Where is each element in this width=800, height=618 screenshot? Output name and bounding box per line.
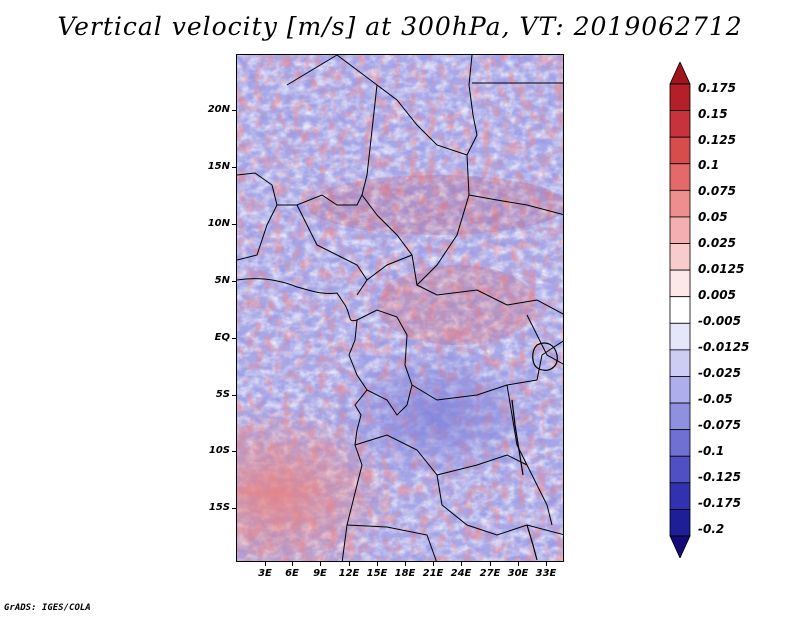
colorbar-segment <box>669 243 691 271</box>
lat-tick <box>232 224 236 225</box>
lon-label-33e: 33E <box>535 568 557 579</box>
lat-label-5n: 5N <box>214 275 230 286</box>
lon-tick <box>349 562 350 566</box>
colorbar-label: 0.1 <box>698 158 720 172</box>
colorbar-segment <box>669 189 691 218</box>
lat-label-5s: 5S <box>215 389 230 400</box>
lon-tick <box>546 562 547 566</box>
lon-tick <box>265 562 266 566</box>
colorbar-label: -0.005 <box>698 314 741 328</box>
colorbar-segment <box>669 509 691 537</box>
lat-label-10s: 10S <box>208 445 230 456</box>
colorbar-segment <box>669 136 691 165</box>
lon-label-12e: 12E <box>338 568 360 579</box>
lat-tick <box>232 508 236 509</box>
colorbar-segment <box>669 402 691 431</box>
lon-label-24e: 24E <box>450 568 472 579</box>
colorbar-label: -0.175 <box>698 496 741 510</box>
colorbar-label: 0.15 <box>698 107 728 121</box>
colorbar-segment <box>669 163 691 191</box>
colorbar-label: -0.025 <box>698 366 741 380</box>
lat-tick <box>232 451 236 452</box>
lat-label-15s: 15S <box>208 502 230 513</box>
lon-label-9e: 9E <box>313 568 327 579</box>
lon-tick <box>377 562 378 566</box>
lat-tick <box>232 110 236 111</box>
plot-title: Vertical velocity [m/s] at 300hPa, VT: 2… <box>57 12 743 41</box>
lat-tick <box>232 338 236 339</box>
lat-tick <box>232 395 236 396</box>
lon-tick <box>461 562 462 566</box>
lon-tick <box>518 562 519 566</box>
colorbar-label: 0.05 <box>698 210 728 224</box>
colorbar-label: -0.1 <box>698 444 725 458</box>
lon-tick <box>320 562 321 566</box>
colorbar-label: -0.2 <box>698 522 725 536</box>
colorbar-segment <box>669 376 691 404</box>
lat-label-20n: 20N <box>207 104 230 115</box>
colorbar-label: -0.125 <box>698 470 741 484</box>
colorbar-segment <box>669 429 691 457</box>
lon-label-6e: 6E <box>285 568 299 579</box>
lon-label-15e: 15E <box>366 568 388 579</box>
colorbar-label: 0.025 <box>698 236 736 250</box>
vertical-velocity-field <box>237 55 563 561</box>
lon-tick <box>490 562 491 566</box>
lat-label-eq: EQ <box>214 332 230 343</box>
grads-credit: GrADS: IGES/COLA <box>4 603 91 613</box>
lat-label-10n: 10N <box>207 218 230 229</box>
colorbar-segment <box>669 83 691 111</box>
lon-label-21e: 21E <box>422 568 444 579</box>
lat-tick <box>232 167 236 168</box>
colorbar-label: -0.05 <box>698 392 733 406</box>
colorbar-segment <box>669 296 691 324</box>
lon-tick <box>292 562 293 566</box>
lon-label-27e: 27E <box>479 568 501 579</box>
colorbar-label: 0.0125 <box>698 262 745 276</box>
lon-label-18e: 18E <box>394 568 416 579</box>
colorbar-label: 0.005 <box>698 288 736 302</box>
lat-label-15n: 15N <box>207 161 230 172</box>
colorbar-segment <box>669 216 691 244</box>
colorbar-segment <box>669 62 691 85</box>
lon-tick <box>405 562 406 566</box>
colorbar-segment <box>669 349 691 377</box>
colorbar-segment <box>669 455 691 484</box>
colorbar <box>669 62 691 558</box>
colorbar-segment <box>669 482 691 510</box>
colorbar-label: 0.175 <box>698 81 736 95</box>
map-panel <box>236 54 564 562</box>
lon-label-3e: 3E <box>258 568 272 579</box>
colorbar-label: -0.075 <box>698 418 741 432</box>
colorbar-segment <box>669 322 691 351</box>
colorbar-segment <box>669 269 691 298</box>
colorbar-label: 0.125 <box>698 133 736 147</box>
colorbar-label: -0.0125 <box>698 340 750 354</box>
colorbar-segment <box>669 535 691 558</box>
lon-tick <box>433 562 434 566</box>
colorbar-segment <box>669 110 691 138</box>
lon-label-30e: 30E <box>507 568 529 579</box>
colorbar-label: 0.075 <box>698 184 736 198</box>
lat-tick <box>232 281 236 282</box>
